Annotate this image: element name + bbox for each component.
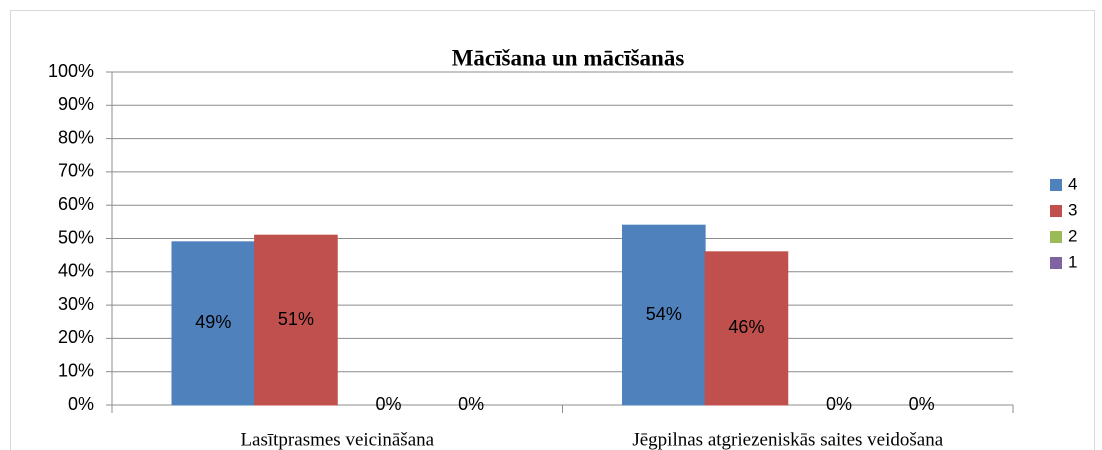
bar (704, 251, 789, 406)
y-tick-label: 0% (68, 394, 94, 414)
legend-swatch (1050, 179, 1062, 191)
y-tick-label: 10% (58, 360, 94, 380)
legend-swatch (1050, 231, 1062, 243)
y-tick-label: 80% (58, 127, 94, 147)
y-tick-label: 70% (58, 161, 94, 181)
data-label: 46% (728, 317, 764, 337)
data-label: 0% (458, 394, 484, 414)
data-label: 54% (646, 304, 682, 324)
chart-border (10, 10, 1095, 450)
y-tick-label: 50% (58, 227, 94, 247)
x-tick-label: Lasītprasmes veicināšana (240, 429, 434, 450)
bar (622, 224, 706, 406)
y-tick-label: 60% (58, 194, 94, 214)
legend-label: 3 (1068, 200, 1077, 219)
data-label: 0% (909, 394, 935, 414)
legend-label: 1 (1068, 252, 1077, 271)
y-tick-label: 90% (58, 94, 94, 114)
data-label: 49% (195, 312, 231, 332)
y-tick-label: 30% (58, 294, 94, 314)
y-tick-label: 20% (58, 327, 94, 347)
chart-title: Mācīšana un mācīšanās (452, 45, 685, 70)
legend-label: 2 (1068, 226, 1077, 245)
x-tick-label: Jēgpilnas atgriezeniskās saites veidošan… (632, 429, 943, 450)
bar (171, 241, 256, 406)
legend-label: 4 (1068, 174, 1077, 193)
legend-swatch (1050, 205, 1062, 217)
y-tick-label: 40% (58, 261, 94, 281)
data-label: 0% (376, 394, 402, 414)
legend-swatch (1050, 257, 1062, 269)
data-label: 51% (278, 309, 314, 329)
data-label: 0% (826, 394, 852, 414)
y-tick-label: 100% (48, 61, 94, 81)
bar (254, 234, 338, 406)
